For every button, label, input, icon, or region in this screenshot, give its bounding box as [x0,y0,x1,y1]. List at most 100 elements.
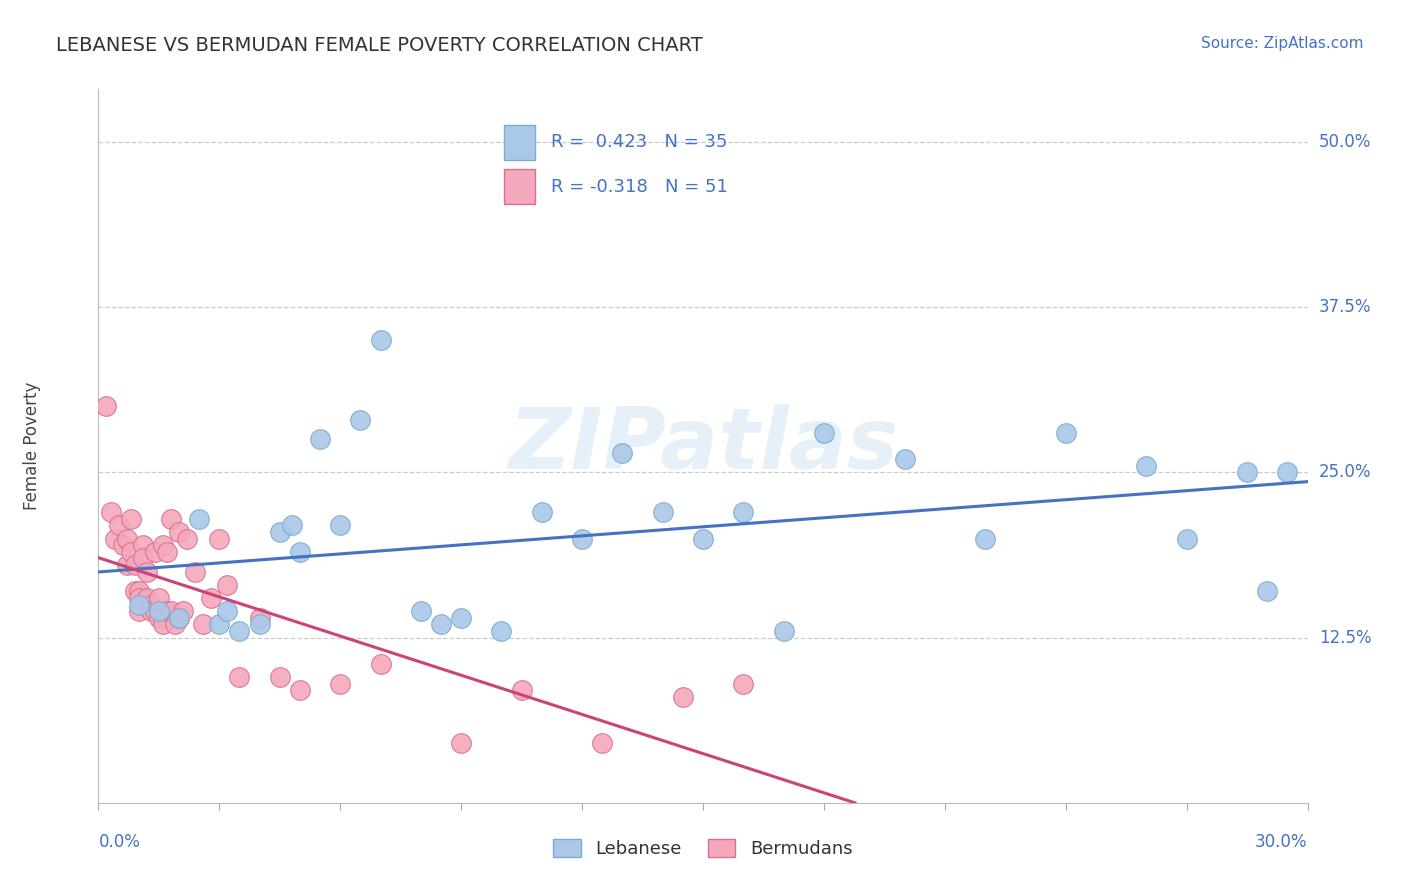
Point [139,598,162,612]
Point [1175,532,1198,546]
Point [132,551,155,566]
Point [269,670,291,684]
Point [115,532,138,546]
Point [115,558,138,572]
Point [228,624,250,638]
Point [1277,466,1299,480]
Point [184,565,207,579]
Text: 0.0%: 0.0% [98,833,141,851]
Text: Source: ZipAtlas.com: Source: ZipAtlas.com [1201,36,1364,51]
Point [139,604,162,618]
Point [152,617,174,632]
Point [120,545,142,559]
Point [1054,425,1077,440]
Point [1256,584,1278,599]
Point [107,518,129,533]
Point [370,657,392,671]
Point [160,604,183,618]
Point [813,425,835,440]
Point [132,538,155,552]
Point [269,524,291,539]
Point [103,532,125,546]
Text: 50.0%: 50.0% [1319,133,1371,151]
Point [370,333,392,347]
Point [329,677,352,691]
Point [591,736,613,750]
Point [167,611,190,625]
Point [672,690,695,704]
Point [111,538,134,552]
Point [128,591,150,605]
Text: 25.0%: 25.0% [1319,464,1371,482]
Point [430,617,453,632]
Point [612,445,634,459]
Point [124,584,146,599]
Point [128,584,150,599]
Point [160,511,183,525]
Point [249,617,271,632]
Point [571,532,593,546]
Point [172,604,194,618]
FancyBboxPatch shape [505,125,536,161]
Point [228,670,250,684]
Point [651,505,673,519]
Point [148,611,170,625]
Text: LEBANESE VS BERMUDAN FEMALE POVERTY CORRELATION CHART: LEBANESE VS BERMUDAN FEMALE POVERTY CORR… [56,36,703,54]
Point [288,545,311,559]
Text: R = -0.318   N = 51: R = -0.318 N = 51 [551,178,728,195]
Point [120,511,142,525]
Point [349,412,371,426]
Point [128,598,150,612]
Point [530,505,553,519]
Text: 12.5%: 12.5% [1319,629,1371,647]
Point [100,505,122,519]
Point [188,511,211,525]
Text: 37.5%: 37.5% [1319,298,1371,317]
Point [148,604,170,618]
Point [409,604,432,618]
Point [135,565,157,579]
Point [208,617,231,632]
Point [974,532,997,546]
Point [96,400,118,414]
Point [281,518,304,533]
Point [733,677,755,691]
Legend: Lebanese, Bermudans: Lebanese, Bermudans [546,831,860,865]
Point [200,591,222,605]
Point [450,611,472,625]
Point [217,604,239,618]
Point [249,611,271,625]
Point [156,545,179,559]
Point [176,532,198,546]
Point [733,505,755,519]
Point [772,624,794,638]
Point [167,524,190,539]
Point [217,578,239,592]
Point [208,532,231,546]
Point [152,538,174,552]
Text: R =  0.423   N = 35: R = 0.423 N = 35 [551,134,727,152]
Point [148,591,170,605]
Point [309,433,332,447]
Point [143,545,166,559]
Point [510,683,533,698]
Point [893,452,915,467]
Point [1135,458,1157,473]
Point [692,532,714,546]
Point [491,624,513,638]
Point [193,617,215,632]
Point [143,604,166,618]
Point [288,683,311,698]
Point [135,591,157,605]
Text: 30.0%: 30.0% [1256,833,1308,851]
Point [128,604,150,618]
Point [450,736,472,750]
Point [167,611,190,625]
Text: Female Poverty: Female Poverty [22,382,41,510]
Point [329,518,352,533]
Point [124,558,146,572]
Text: ZIPatlas: ZIPatlas [508,404,898,488]
Point [156,604,179,618]
Point [1236,466,1258,480]
Point [163,617,186,632]
